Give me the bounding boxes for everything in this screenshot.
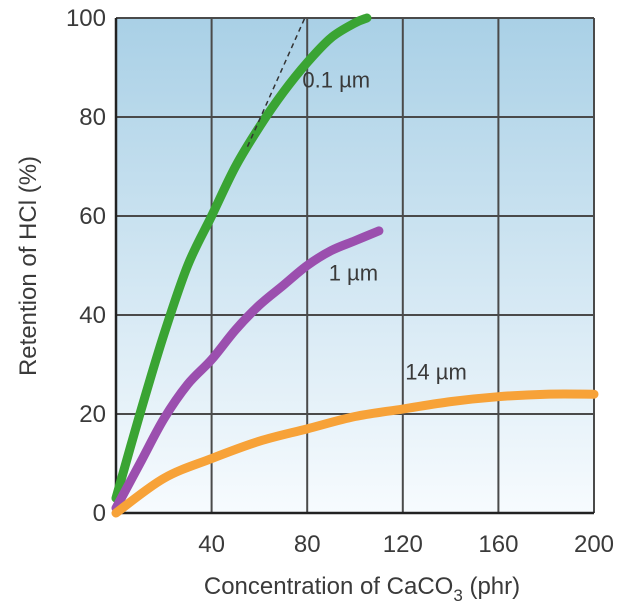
series-line-0 [111, 13, 372, 503]
y-tick-label-40: 40 [79, 302, 106, 329]
series-labels: 0.1 µm 1 µm 14 µm [302, 67, 466, 384]
y-tick-label-100: 100 [66, 5, 106, 32]
y-tick-labels: 0 20 40 60 80 100 [66, 5, 106, 527]
x-tick-label-40: 40 [198, 531, 225, 558]
series-label-0: 0.1 µm [302, 67, 370, 92]
series-label-1: 1 µm [329, 260, 378, 285]
y-tick-label-20: 20 [79, 401, 106, 428]
y-tick-label-60: 60 [79, 203, 106, 230]
series-group [111, 13, 599, 518]
plot-area [116, 18, 594, 513]
initial-slope-line [246, 17, 306, 148]
axes [114, 18, 594, 515]
y-tick-label-80: 80 [79, 104, 106, 131]
x-tick-label-200: 200 [574, 531, 614, 558]
y-tick-label-0: 0 [93, 500, 106, 527]
series-line-2 [111, 389, 599, 518]
x-axis-title: Concentration of CaCO3 (phr) [204, 573, 520, 605]
y-axis-title: Retention of HCl (%) [15, 156, 42, 376]
x-tick-labels: 40 80 120 160 200 [198, 531, 614, 558]
x-tick-label-80: 80 [294, 531, 321, 558]
x-tick-label-160: 160 [478, 531, 518, 558]
series-label-2: 14 µm [405, 359, 467, 384]
x-tick-label-120: 120 [383, 531, 423, 558]
series-line-1 [111, 226, 384, 513]
